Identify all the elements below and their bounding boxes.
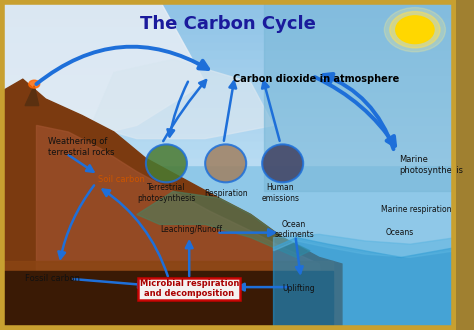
- Polygon shape: [264, 0, 456, 191]
- Bar: [0, 132, 456, 140]
- Polygon shape: [0, 0, 205, 148]
- Text: Fossil carbon: Fossil carbon: [25, 274, 80, 283]
- Circle shape: [384, 8, 446, 52]
- Polygon shape: [25, 86, 39, 106]
- Text: Weathering of
terrestrial rocks: Weathering of terrestrial rocks: [48, 137, 114, 156]
- Ellipse shape: [146, 145, 187, 182]
- Bar: [0, 156, 456, 165]
- Text: Respiration: Respiration: [204, 188, 247, 198]
- Bar: [0, 82, 456, 91]
- Polygon shape: [137, 191, 310, 257]
- Text: Oceans: Oceans: [385, 228, 413, 237]
- Bar: [0, 16, 456, 25]
- Text: Marine
photosynthesis: Marine photosynthesis: [399, 155, 463, 175]
- Bar: [0, 115, 456, 124]
- Bar: [0, 294, 333, 313]
- Bar: [0, 261, 333, 280]
- Text: Microbial respiration
and decomposition: Microbial respiration and decomposition: [139, 279, 239, 298]
- Text: Marine respiration: Marine respiration: [381, 205, 451, 214]
- Text: Human
emissions: Human emissions: [261, 183, 300, 203]
- Polygon shape: [0, 79, 342, 330]
- Polygon shape: [91, 59, 273, 139]
- Bar: [0, 24, 456, 33]
- Polygon shape: [273, 234, 456, 257]
- Text: Ocean
sediments: Ocean sediments: [274, 220, 314, 239]
- Bar: [0, 49, 456, 58]
- Bar: [0, 33, 456, 41]
- Text: The Carbon Cycle: The Carbon Cycle: [140, 15, 316, 33]
- Bar: [0, 90, 456, 99]
- Text: Leaching/Runoff: Leaching/Runoff: [161, 225, 222, 234]
- Bar: [0, 0, 456, 8]
- Text: Carbon dioxide in atmosphere: Carbon dioxide in atmosphere: [233, 74, 399, 84]
- Bar: [0, 140, 456, 148]
- Text: Terrestrial
photosynthesis: Terrestrial photosynthesis: [137, 183, 196, 203]
- Polygon shape: [273, 238, 456, 330]
- Bar: [0, 107, 456, 115]
- Bar: [0, 66, 456, 74]
- Ellipse shape: [262, 145, 303, 182]
- Bar: [0, 123, 456, 132]
- Polygon shape: [36, 125, 328, 330]
- Bar: [0, 8, 456, 16]
- Bar: [0, 74, 456, 82]
- Circle shape: [29, 80, 40, 88]
- Bar: [0, 57, 456, 66]
- Circle shape: [396, 16, 434, 44]
- Bar: [0, 271, 333, 330]
- Bar: [0, 148, 456, 157]
- Circle shape: [390, 12, 440, 48]
- Bar: [0, 277, 333, 297]
- Ellipse shape: [205, 145, 246, 182]
- Text: Soil carbon: Soil carbon: [98, 175, 145, 184]
- Bar: [0, 99, 456, 107]
- Text: Uplifting: Uplifting: [283, 284, 315, 293]
- Bar: [0, 41, 456, 50]
